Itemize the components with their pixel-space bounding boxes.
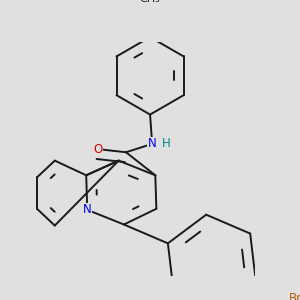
Text: CH₃: CH₃ — [140, 0, 160, 4]
Text: N: N — [83, 203, 92, 216]
Text: Br: Br — [289, 292, 300, 300]
Text: O: O — [93, 142, 102, 156]
Text: N: N — [148, 137, 157, 150]
Text: H: H — [162, 137, 171, 150]
